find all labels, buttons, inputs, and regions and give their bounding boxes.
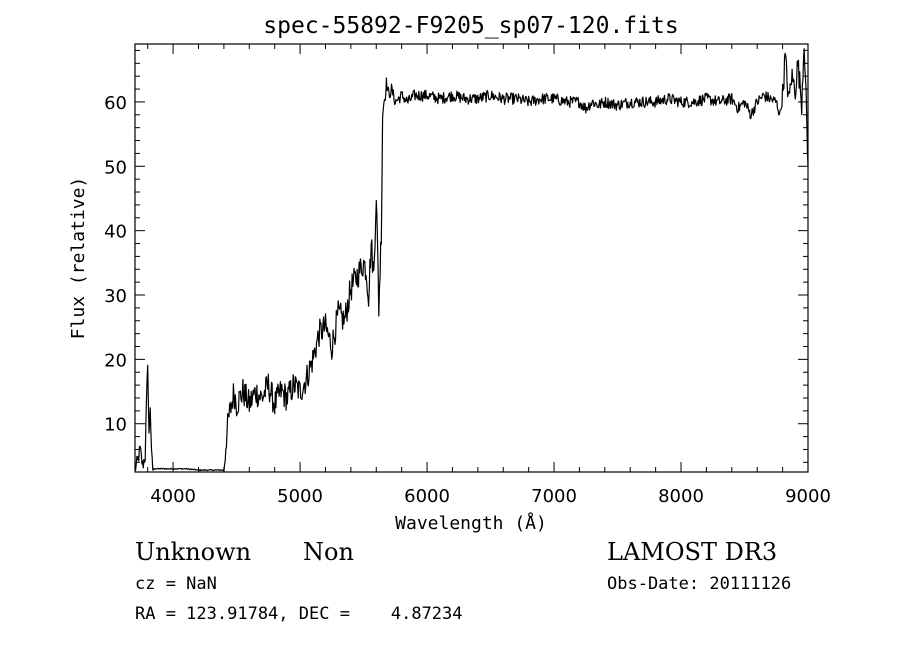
y-tick-label: 10	[104, 415, 127, 436]
obs-date-label: Obs-Date: 20111126	[607, 574, 792, 594]
plot-frame	[134, 43, 809, 473]
y-tick-label: 50	[104, 157, 127, 178]
y-axis-label: Flux (relative)	[68, 177, 89, 340]
y-tick-label: 30	[104, 286, 127, 307]
x-tick-label: 6000	[404, 486, 450, 507]
x-tick-label: 7000	[531, 486, 577, 507]
chart-title: spec-55892-F9205_sp07-120.fits	[263, 13, 678, 39]
x-tick-label: 9000	[785, 486, 831, 507]
y-tick-label: 20	[104, 350, 127, 371]
x-tick-label: 8000	[658, 486, 704, 507]
y-tick-label: 40	[104, 222, 127, 243]
x-tick-label: 4000	[150, 486, 196, 507]
object-type-label: Unknown	[135, 538, 252, 566]
y-tick-label: 60	[104, 93, 127, 114]
x-axis-label: Wavelength (Å)	[395, 512, 547, 534]
object-class-label: Non	[303, 538, 354, 566]
spectrum-series-line	[134, 48, 809, 473]
x-tick-label: 5000	[277, 486, 323, 507]
cz-label: cz = NaN	[135, 574, 217, 594]
coordinates-label: RA = 123.91784, DEC = 4.87234	[135, 604, 463, 624]
survey-label: LAMOST DR3	[607, 538, 778, 566]
